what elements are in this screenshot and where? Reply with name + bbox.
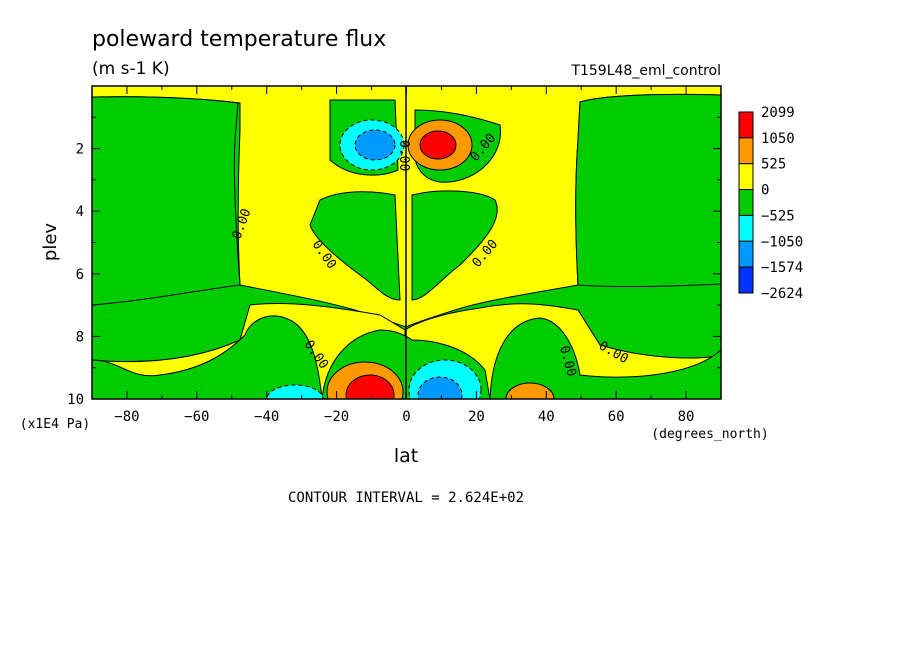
contour-interval-label: CONTOUR INTERVAL = 2.624E+02 (288, 490, 524, 506)
x-tick-label: 80 (678, 409, 695, 425)
x-tick-label: 60 (608, 409, 625, 425)
colorbar-label: −1574 (761, 260, 803, 276)
lower-green-left (92, 315, 323, 399)
colorbar-swatch (738, 163, 754, 191)
lower-negative-cell-inner (417, 376, 463, 399)
x-tick-label: 40 (538, 409, 555, 425)
contour-plot-area (92, 86, 721, 399)
x-tick-label: −60 (184, 409, 209, 425)
colorbar-label: 2099 (761, 105, 795, 121)
lower-green-right (489, 317, 721, 399)
y-tick-label: 8 (76, 329, 84, 345)
x-tick-label: −20 (324, 409, 349, 425)
y-tick-label: 2 (76, 142, 84, 158)
colorbar-swatch (738, 137, 754, 165)
surface-negative-cell (266, 384, 324, 399)
colorbar-label: 525 (761, 157, 786, 173)
y-axis: 2 4 6 8 10 (67, 116, 721, 408)
x-tick-label: 20 (468, 409, 485, 425)
x-tick-label: −40 (254, 409, 279, 425)
colorbar-label: 1050 (761, 131, 795, 147)
chart-title: poleward temperature flux (92, 27, 386, 52)
y-axis-units: (x1E4 Pa) (20, 417, 90, 432)
colorbar-swatch (738, 111, 754, 139)
y-tick-label: 6 (76, 267, 84, 283)
colorbar-swatch (738, 266, 754, 294)
colorbar-label: −2624 (761, 286, 803, 302)
upper-positive-cell-inner (419, 130, 457, 160)
x-tick-label: −80 (114, 409, 139, 425)
upper-left-green (92, 96, 241, 306)
colorbar-label: −1050 (761, 234, 803, 250)
x-tick-label: 0 (402, 409, 410, 425)
lower-positive-cell-inner (345, 374, 395, 399)
colorbar-swatch (738, 189, 754, 216)
upper-negative-cell-inner (354, 129, 396, 161)
inner-right-green (411, 190, 498, 301)
y-tick-label: 4 (76, 204, 84, 220)
x-axis-label: lat (394, 445, 418, 467)
surface-positive-cell (505, 382, 555, 399)
colorbar-swatch (738, 240, 754, 268)
inner-left-green (309, 191, 401, 301)
x-axis: −80 −60 −40 −20 0 20 40 60 80 (91, 86, 722, 425)
x-axis-units: (degrees_north) (651, 427, 768, 442)
y-tick-label: 10 (67, 392, 84, 408)
colorbar: 2099 1050 525 0 −525 −1050 −1574 −2624 (738, 105, 803, 302)
run-label: T159L48_eml_control (570, 63, 721, 79)
chart-units: (m s-1 K) (92, 59, 170, 79)
colorbar-label: 0 (761, 183, 769, 199)
colorbar-label: −525 (761, 208, 795, 224)
colorbar-swatch (738, 214, 754, 242)
contour-label: 0.00 (396, 140, 411, 171)
upper-right-green (575, 93, 721, 288)
y-axis-label: plev (40, 223, 61, 262)
